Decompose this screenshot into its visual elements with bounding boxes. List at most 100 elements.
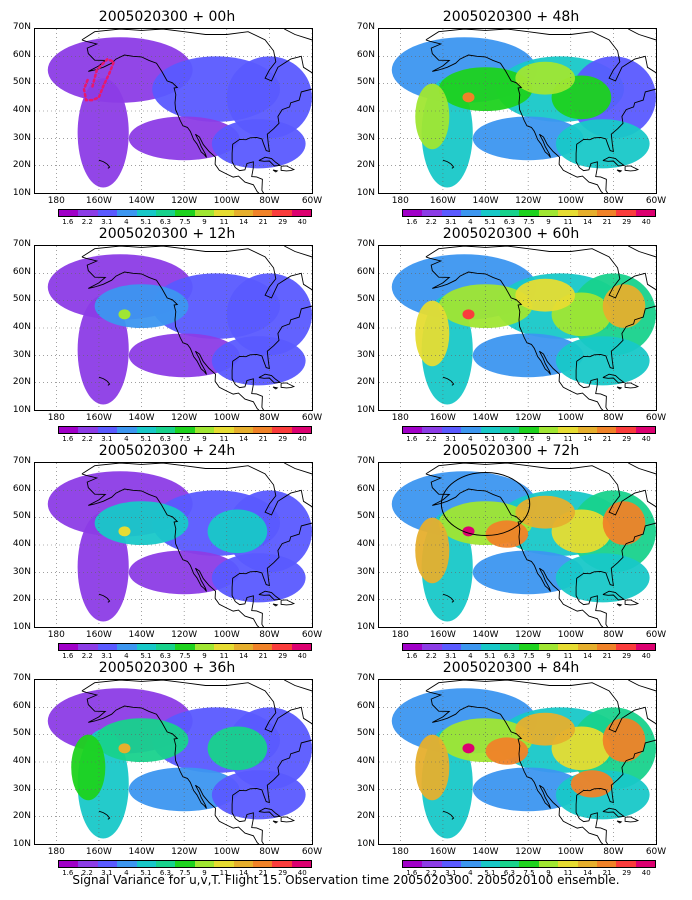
colorbar-swatch <box>97 210 118 216</box>
colorbar-label: 21 <box>258 435 268 443</box>
colorbar-swatch <box>596 427 617 433</box>
colorbar-label: 6.3 <box>503 652 516 660</box>
colorbar-swatch <box>422 644 442 650</box>
lat-label: 60N <box>356 266 375 277</box>
colorbar-swatch <box>577 427 597 433</box>
lon-label: 160W <box>429 847 456 857</box>
colorbar-label: 3.1 <box>101 435 113 443</box>
colorbar-label: 40 <box>641 869 651 877</box>
lon-label: 60W <box>645 630 667 640</box>
colorbar-swatch <box>97 861 118 867</box>
colorbar-swatch <box>291 644 312 650</box>
coastline <box>624 382 640 389</box>
lon-label: 120W <box>515 630 542 640</box>
colorbar-swatch <box>538 427 559 433</box>
colorbar-label: 21 <box>602 218 612 226</box>
forecast-panel: 2005020300 + 48h 70N 60N 50N 40N 30N 20N 10N 180… <box>346 8 676 226</box>
lat-label: 60N <box>12 700 31 711</box>
lat-label: 50N <box>356 294 375 305</box>
variance-map <box>34 245 313 411</box>
variance-maximum <box>118 309 131 320</box>
variance-contour <box>472 767 584 812</box>
lon-label: 180 <box>47 413 65 423</box>
variance-contour <box>515 712 576 746</box>
variance-map <box>34 462 313 628</box>
colorbar-swatch <box>272 210 292 216</box>
variance-contour <box>602 718 646 762</box>
lat-label: 60N <box>356 49 375 60</box>
lat-label: 10N <box>12 405 31 415</box>
lon-label: 180 <box>391 847 409 857</box>
lon-label: 60W <box>645 847 667 857</box>
colorbar-swatch <box>78 427 98 433</box>
coastline <box>81 680 312 844</box>
colorbar-swatch <box>616 861 636 867</box>
colorbar-label: 2.2 <box>425 869 437 877</box>
colorbar-label: 7.5 <box>179 435 191 443</box>
lat-label: 40N <box>356 322 375 332</box>
colorbar-label: 29 <box>622 218 632 226</box>
lat-label: 30N <box>356 783 375 794</box>
colorbar-label: 11 <box>563 652 573 660</box>
colorbar-swatch <box>117 210 137 216</box>
coastline <box>98 593 111 603</box>
colorbar-label: 2.2 <box>81 218 93 226</box>
lon-label: 140W <box>472 630 499 640</box>
colorbar-label: 21 <box>602 435 612 443</box>
lon-label: 100W <box>557 196 584 206</box>
figure-caption: Signal Variance for u,v,T. Flight 15. Ob… <box>72 873 620 887</box>
colorbar-label: 29 <box>622 869 632 877</box>
map-svg <box>379 29 656 193</box>
colorbar-label: 11 <box>563 435 573 443</box>
lon-label: 80W <box>603 413 624 423</box>
colorbar-swatch <box>155 644 176 650</box>
lon-label: 100W <box>213 196 240 206</box>
colorbar-swatch <box>272 861 292 867</box>
variance-contour <box>128 333 240 378</box>
lon-label: 120W <box>171 413 198 423</box>
colorbar-label: 21 <box>602 652 612 660</box>
colorbar-swatch <box>538 210 559 216</box>
colorbar-label: 29 <box>278 652 288 660</box>
lat-label: 70N <box>12 22 31 32</box>
lat-label: 70N <box>12 673 31 683</box>
colorbar-swatch <box>422 210 442 216</box>
lon-label: 100W <box>213 847 240 857</box>
lat-label: 50N <box>356 77 375 88</box>
lat-label: 40N <box>12 322 31 332</box>
colorbar-swatch <box>252 861 273 867</box>
coastline <box>258 807 282 818</box>
colorbar-swatch <box>422 427 442 433</box>
colorbar <box>58 426 312 434</box>
colorbar-swatch <box>461 861 481 867</box>
colorbar-swatch <box>480 861 500 867</box>
colorbar-swatch <box>635 861 656 867</box>
map-svg <box>35 463 312 627</box>
colorbar-label: 4 <box>124 652 129 660</box>
colorbar-label: 5.1 <box>140 652 152 660</box>
lat-label: 30N <box>12 349 31 360</box>
variance-maximum <box>118 526 131 537</box>
colorbar-swatch <box>252 644 273 650</box>
coastline <box>602 590 626 601</box>
colorbar-label: 29 <box>622 652 632 660</box>
lat-label: 50N <box>356 511 375 522</box>
lat-label: 20N <box>12 811 31 822</box>
colorbar-label: 21 <box>258 218 268 226</box>
colorbar-label: 40 <box>297 435 307 443</box>
coastline <box>425 680 656 844</box>
lon-label: 100W <box>213 413 240 423</box>
lat-label: 60N <box>356 483 375 494</box>
colorbar <box>402 426 656 434</box>
panel-title: 2005020300 + 00h <box>98 9 236 25</box>
variance-maximum <box>462 743 475 754</box>
colorbar-label: 5.1 <box>484 869 496 877</box>
colorbar-label: 6.3 <box>159 435 172 443</box>
forecast-panel: 2005020300 + 36h 70N 60N 50N 40N 30N 20N 10N 180… <box>2 659 332 877</box>
colorbar-swatch <box>519 427 539 433</box>
colorbar-swatch <box>441 861 462 867</box>
lon-label: 60W <box>301 413 323 423</box>
colorbar-label: 11 <box>219 652 229 660</box>
panel-title: 2005020300 + 36h <box>98 660 236 676</box>
colorbar <box>402 209 656 217</box>
